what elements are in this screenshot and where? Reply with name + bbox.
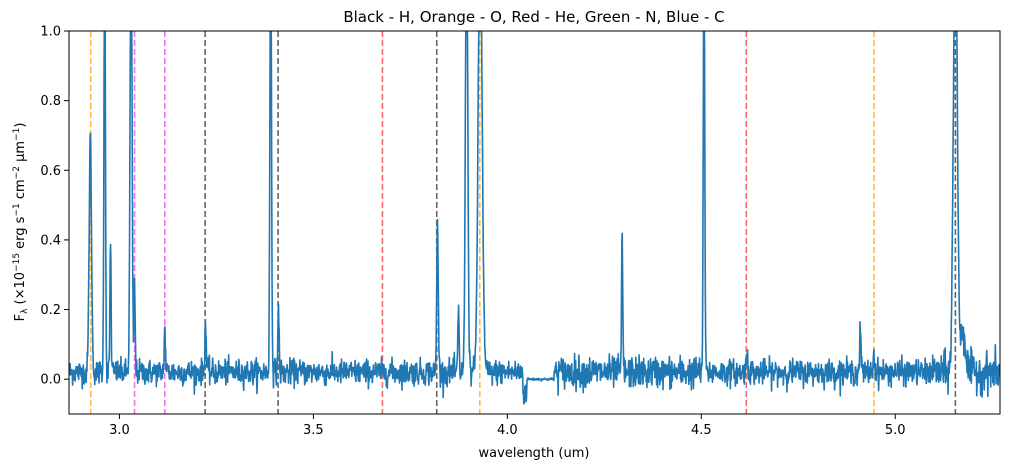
y-axis-ticks: 0.0 0.2 0.4 0.6 0.8 1.0 — [40, 25, 69, 388]
x-axis-ticks: 3.0 3.5 4.0 4.5 5.0 — [109, 414, 906, 438]
spectrum-series — [69, 31, 1000, 405]
y-tick-label: 0.6 — [40, 164, 61, 179]
x-axis-label: wavelength (um) — [479, 446, 590, 461]
spectrum-line — [69, 31, 1000, 405]
y-tick-label: 0.0 — [40, 373, 61, 388]
chart-title: Black - H, Orange - O, Red - He, Green -… — [343, 8, 724, 26]
x-tick-label: 3.0 — [109, 423, 130, 438]
y-tick-label: 0.2 — [40, 303, 61, 318]
plot-frame — [68, 30, 1001, 415]
x-tick-label: 4.5 — [691, 423, 712, 438]
x-tick-label: 5.0 — [885, 423, 906, 438]
y-axis-label: Fλ (×10−15 erg s−1 cm−2 μm−1) — [12, 123, 30, 322]
x-tick-label: 3.5 — [303, 423, 324, 438]
element-line-markers — [89, 31, 957, 414]
y-tick-label: 1.0 — [40, 25, 61, 40]
y-tick-label: 0.4 — [40, 233, 61, 248]
x-tick-label: 4.0 — [497, 423, 518, 438]
y-tick-label: 0.8 — [40, 94, 61, 109]
